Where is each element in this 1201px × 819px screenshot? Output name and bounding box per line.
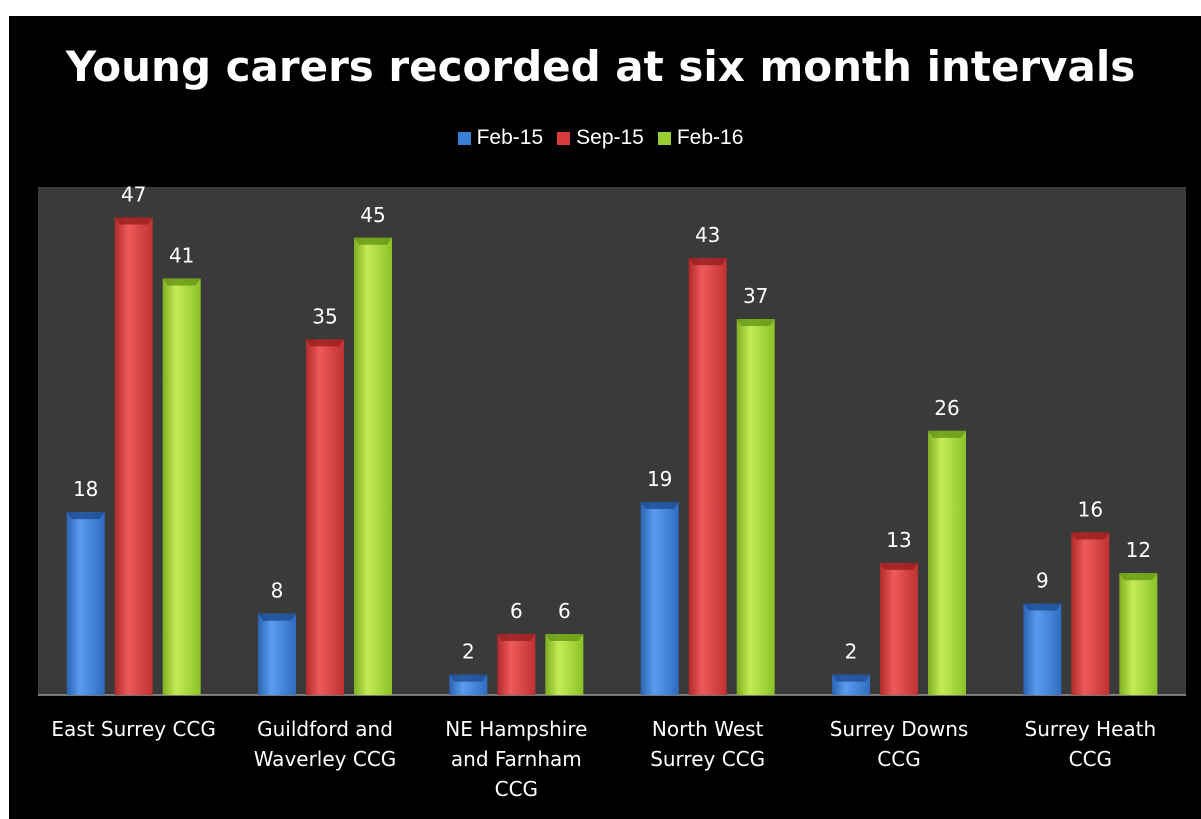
legend-swatch-feb-16: [657, 131, 671, 145]
data-label-sep-15: 43: [695, 223, 720, 247]
category-label: Guildford and Waverley CCG: [254, 717, 397, 771]
bar-sep-15: [688, 258, 727, 695]
legend-label-feb-15: Feb-15: [476, 126, 544, 149]
bar-cap-feb-16: [545, 634, 584, 642]
category-label: Surrey Downs CCG: [830, 717, 969, 771]
data-label-sep-15: 47: [121, 182, 146, 206]
category-label: North West Surrey CCG: [650, 717, 765, 771]
bar-sep-15: [306, 339, 344, 695]
legend: Feb-15 Sep-15 Feb-16: [0, 126, 1201, 150]
bar-cap-sep-15: [306, 339, 344, 347]
bar-feb-15: [1023, 603, 1062, 695]
plot-background: [38, 187, 1186, 695]
bar-cap-feb-16: [1119, 573, 1158, 581]
legend-swatch-feb-15: [457, 131, 471, 145]
data-label-feb-16: 37: [743, 284, 768, 308]
legend-label-feb-16: Feb-16: [676, 126, 744, 149]
data-label-feb-15: 8: [271, 579, 284, 603]
bar-feb-15: [66, 512, 105, 695]
data-label-feb-16: 26: [934, 396, 959, 420]
data-label-feb-15: 19: [647, 467, 672, 491]
data-label-feb-16: 12: [1126, 538, 1151, 562]
data-label-sep-15: 35: [312, 304, 337, 328]
bar-cap-sep-15: [688, 258, 727, 266]
data-label-feb-16: 45: [360, 203, 385, 227]
bar-feb-16: [354, 237, 392, 696]
data-label-feb-15: 18: [73, 477, 98, 501]
category-label: NE Hampshire and Farnham CCG: [445, 717, 587, 801]
bar-feb-16: [1119, 573, 1158, 695]
bar-sep-15: [1071, 532, 1110, 695]
bar-feb-16: [736, 319, 775, 695]
legend-item-feb-16: Feb-16: [657, 126, 744, 150]
bar-cap-feb-15: [258, 613, 296, 621]
data-label-feb-16: 6: [558, 599, 571, 623]
bar-cap-feb-16: [928, 430, 966, 438]
bar-feb-16: [162, 278, 201, 695]
bar-cap-feb-16: [162, 278, 201, 286]
legend-item-feb-15: Feb-15: [457, 126, 544, 150]
bar-cap-feb-15: [640, 501, 679, 509]
category-label: Surrey Heath CCG: [1025, 717, 1157, 771]
legend-item-sep-15: Sep-15: [557, 126, 644, 150]
legend-swatch-sep-15: [557, 131, 571, 145]
bar-cap-feb-15: [832, 674, 870, 682]
bar-feb-16: [928, 430, 966, 695]
data-label-sep-15: 16: [1078, 497, 1103, 521]
bar-feb-15: [258, 613, 296, 695]
legend-label-sep-15: Sep-15: [576, 126, 644, 149]
chart-title: Young carers recorded at six month inter…: [65, 42, 1136, 91]
bar-feb-15: [640, 501, 679, 695]
bar-cap-sep-15: [114, 217, 153, 225]
bar-cap-feb-15: [1023, 603, 1062, 611]
bar-cap-feb-15: [449, 674, 488, 682]
bar-cap-feb-16: [736, 319, 775, 327]
data-label-feb-15: 2: [462, 640, 475, 664]
bar-feb-16: [545, 634, 584, 695]
bar-cap-sep-15: [497, 634, 536, 642]
bar-sep-15: [114, 217, 153, 696]
data-label-feb-15: 2: [845, 640, 858, 664]
category-label: East Surrey CCG: [51, 717, 215, 741]
bar-cap-feb-15: [66, 512, 105, 520]
bar-cap-sep-15: [1071, 532, 1110, 540]
bar-cap-sep-15: [880, 562, 918, 570]
bar-sep-15: [880, 562, 918, 695]
bar-sep-15: [497, 634, 536, 695]
data-label-feb-15: 9: [1036, 569, 1049, 593]
bar-cap-feb-16: [354, 237, 392, 245]
data-label-sep-15: 13: [886, 528, 911, 552]
data-label-feb-16: 41: [169, 243, 194, 267]
data-label-sep-15: 6: [510, 599, 523, 623]
